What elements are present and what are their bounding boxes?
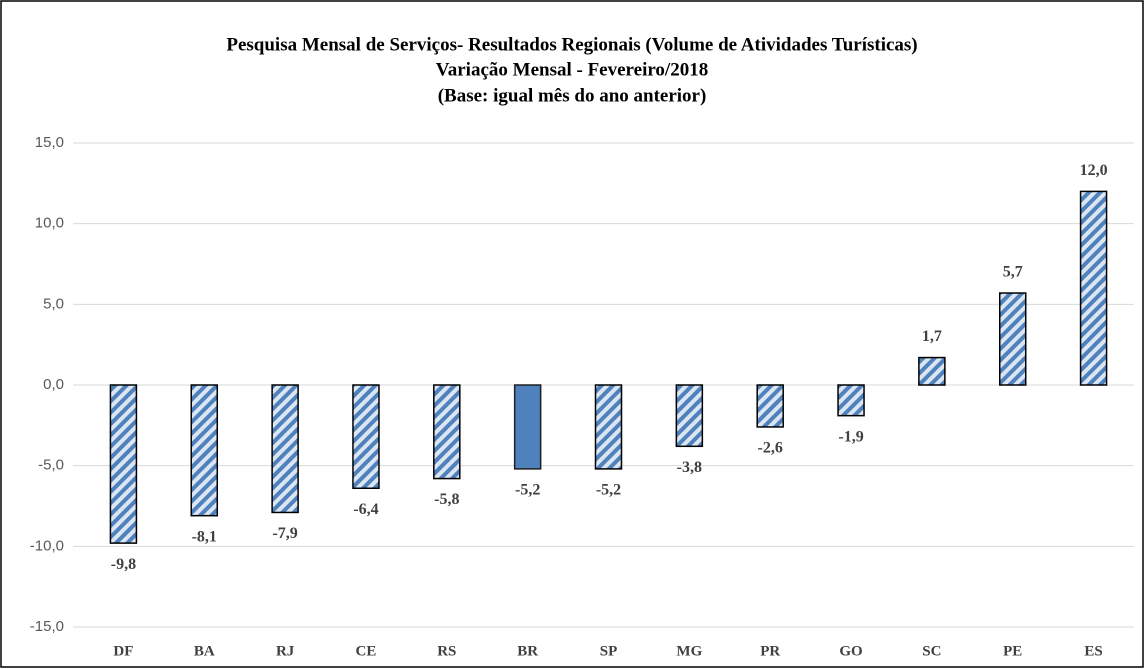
x-tick-label: MG [676, 643, 702, 659]
bar [433, 384, 461, 480]
y-tick-label: 15,0 [35, 134, 64, 151]
y-tick-label: 5,0 [43, 295, 64, 312]
x-tick-label: SC [922, 643, 941, 659]
bar [1079, 190, 1108, 386]
bar [190, 384, 219, 517]
bar [837, 384, 865, 417]
x-tick-label: PR [760, 643, 780, 659]
x-tick-label: RS [437, 643, 456, 659]
bar [998, 292, 1027, 386]
x-tick-label: BR [517, 643, 538, 659]
x-tick-label: CE [356, 643, 377, 659]
data-label: -5,2 [596, 482, 621, 499]
x-tick-label: PE [1003, 643, 1022, 659]
x-tick-label: GO [839, 643, 862, 659]
data-label: -1,9 [838, 428, 863, 445]
data-label: -5,2 [515, 482, 540, 499]
bar [675, 384, 704, 448]
x-tick-label: BA [194, 643, 215, 659]
data-label: -6,4 [353, 501, 378, 518]
bar [918, 356, 946, 386]
x-tick-label: ES [1084, 643, 1102, 659]
x-tick-label: DF [113, 643, 133, 659]
bar [513, 384, 542, 470]
y-tick-label: -15,0 [30, 618, 64, 635]
chart-title: Pesquisa Mensal de Serviços- Resultados … [226, 34, 917, 55]
y-tick-label: 10,0 [35, 215, 64, 232]
y-tick-label: 0,0 [43, 376, 64, 393]
bar [594, 384, 623, 470]
data-label: 1,7 [922, 328, 942, 345]
data-label: -3,8 [677, 459, 702, 476]
bar [756, 384, 784, 428]
data-label: -8,1 [192, 528, 217, 545]
data-label: 12,0 [1080, 162, 1108, 179]
y-tick-label: -10,0 [30, 537, 64, 554]
x-tick-label: SP [600, 643, 618, 659]
data-label: 5,7 [1003, 264, 1023, 281]
data-label: -9,8 [111, 556, 136, 573]
y-tick-label: -5,0 [38, 457, 64, 474]
data-label: -2,6 [758, 440, 783, 457]
bar [352, 384, 380, 490]
bar [109, 384, 138, 544]
data-label: -7,9 [272, 525, 297, 542]
bar [271, 384, 299, 514]
x-tick-label: RJ [276, 643, 295, 659]
chart-title: (Base: igual mês do ano anterior) [438, 85, 707, 106]
chart-title: Variação Mensal - Fevereiro/2018 [436, 59, 708, 80]
data-label: -5,8 [434, 491, 459, 508]
